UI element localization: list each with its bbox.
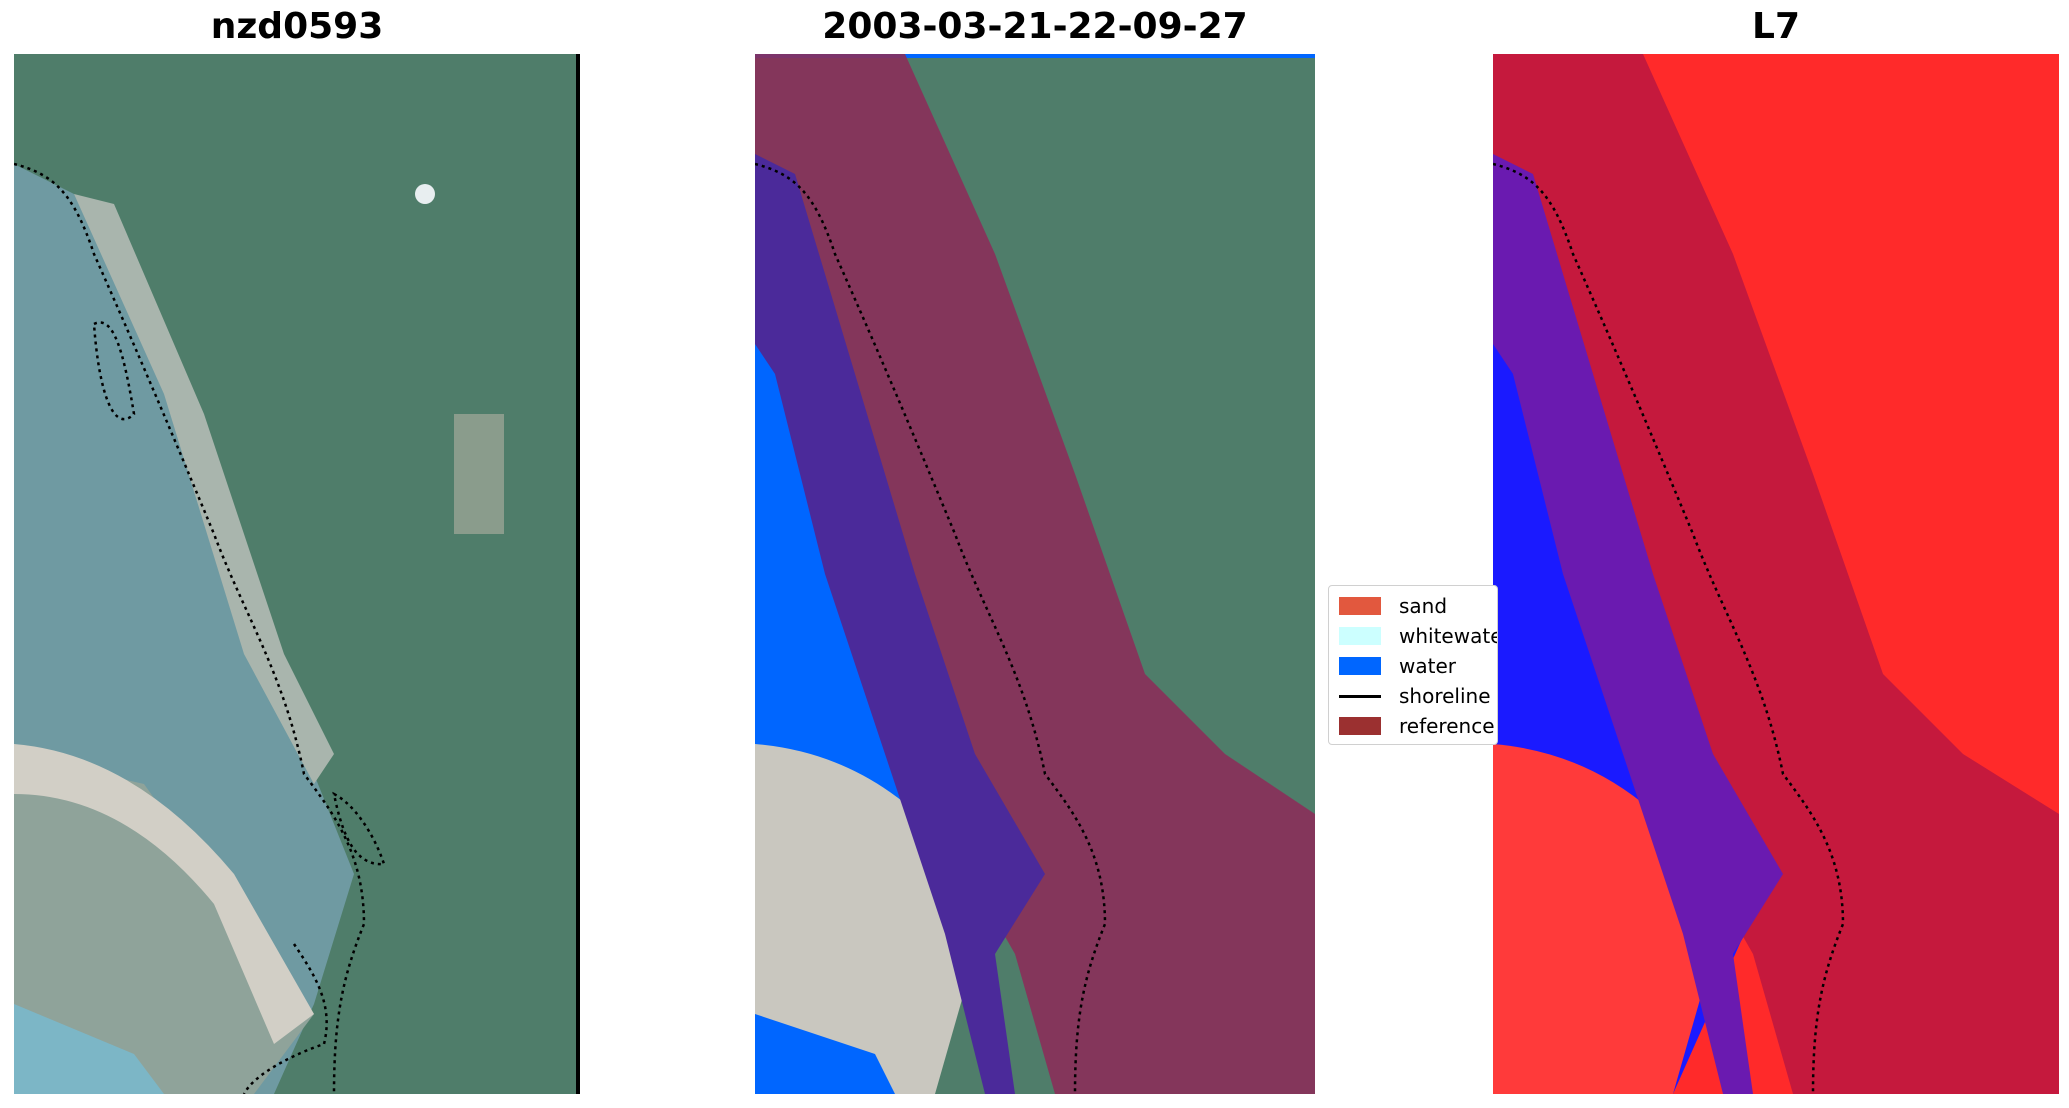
index-image — [1493, 54, 2059, 1094]
index-image-panel — [1493, 54, 2059, 1094]
legend-item-shoreline: shoreline — [1339, 684, 1491, 708]
rgb-image-panel — [14, 54, 580, 1094]
reference-swatch — [1339, 717, 1381, 735]
water-swatch — [1339, 657, 1381, 675]
panel-title-classified: 2003-03-21-22-09-27 — [822, 6, 1248, 47]
legend-item-water: water — [1339, 654, 1456, 678]
panel-title-index: L7 — [1752, 6, 1800, 47]
legend-item-sand: sand — [1339, 594, 1447, 618]
panel-title-rgb: nzd0593 — [210, 6, 384, 47]
classified-image — [755, 54, 1315, 1094]
shoreline-swatch — [1339, 694, 1381, 698]
sand-swatch — [1339, 597, 1381, 615]
rgb-image — [14, 54, 580, 1094]
legend-item-reference: reference — [1339, 714, 1495, 738]
classified-image-panel — [755, 54, 1315, 1094]
whitewater-swatch — [1339, 627, 1381, 645]
legend-item-whitewater: whitewater — [1339, 624, 1497, 648]
legend: sand whitewater water shoreline referenc… — [1328, 585, 1498, 745]
